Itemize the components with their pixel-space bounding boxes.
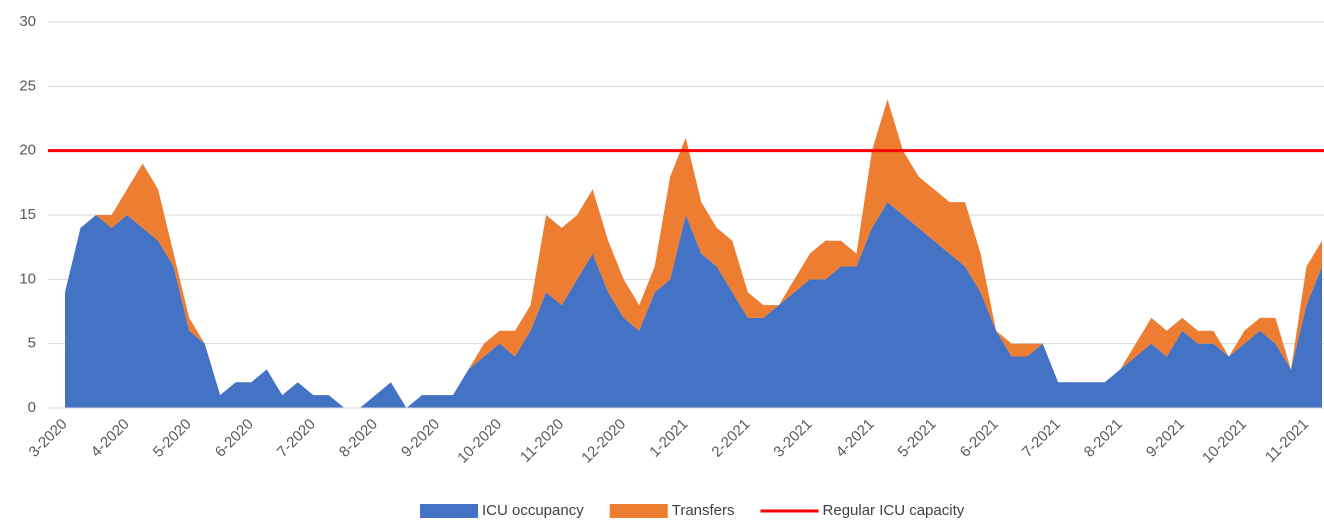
x-tick-label: 4-2021 [833,416,878,461]
x-tick-label: 11-2021 [1262,416,1312,466]
y-tick-label: 25 [19,77,36,94]
x-tick-label: 9-2021 [1143,416,1188,461]
legend-swatch [420,504,478,518]
x-tick-label: 1-2021 [646,416,691,461]
x-tick-label: 11-2020 [517,416,567,466]
legend-label: Transfers [672,502,735,519]
x-tick-label: 5-2020 [150,416,195,461]
x-tick-label: 3-2021 [770,416,815,461]
x-tick-label: 5-2021 [895,416,940,461]
legend-label: ICU occupancy [482,502,584,519]
x-tick-label: 4-2020 [88,416,133,461]
x-tick-label: 8-2021 [1081,416,1126,461]
legend-swatch [609,504,668,518]
y-tick-label: 0 [28,399,36,416]
legend: ICU occupancy Transfers Regular ICU capaci… [420,502,965,519]
y-tick-label: 10 [19,270,36,287]
x-tick-label: 10-2021 [1199,416,1250,467]
x-tick-label: 3-2020 [26,416,71,461]
area [65,202,1322,408]
y-tick-label: 5 [28,335,36,352]
x-tick-label: 7-2021 [1019,416,1064,461]
x-tick-label: 2-2021 [708,416,753,461]
x-tick-label: 9-2020 [398,416,443,461]
x-tick-label: 10-2020 [454,416,505,467]
x-tick-label: 7-2020 [274,416,319,461]
y-tick-label: 15 [19,206,36,223]
legend-label: Regular ICU capacity [823,502,965,519]
x-tick-label: 8-2020 [336,416,381,461]
x-tick-label: 6-2020 [212,416,257,461]
y-tick-label: 30 [19,13,36,30]
x-tick-label: 6-2021 [957,416,1002,461]
y-tick-label: 20 [19,142,36,159]
x-tick-label: 12-2020 [578,416,629,467]
